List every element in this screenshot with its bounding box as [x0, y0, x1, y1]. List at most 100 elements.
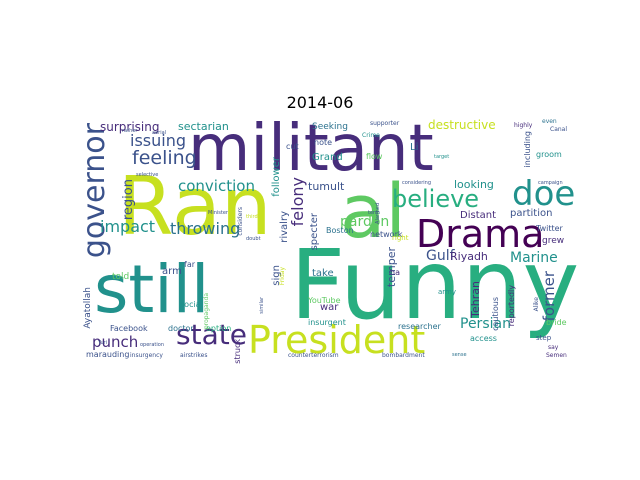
word-surprising: surprising: [100, 120, 160, 134]
word-rather: rather: [122, 128, 138, 134]
word-say: say: [548, 344, 559, 351]
word-twitter: Twitter: [536, 224, 563, 233]
word-doe: doe: [512, 174, 576, 214]
word-cautious: cautious: [491, 297, 500, 331]
word-term: term: [368, 210, 380, 216]
word-grew: grew: [542, 236, 565, 246]
word-aerial: aerial: [152, 130, 167, 136]
word-counterterrorism: counterterrorism: [288, 352, 339, 359]
word-struck: struck: [233, 339, 242, 364]
word-cut: cut: [286, 142, 299, 151]
word-operation: operation: [140, 342, 165, 348]
word-semen: Semen: [546, 352, 567, 359]
word-felony: felony: [288, 177, 307, 227]
word-issuing: issuing: [130, 131, 186, 150]
word-supporter: supporter: [370, 120, 400, 127]
word-funny: Funny: [290, 229, 580, 341]
word-take: take: [312, 268, 334, 279]
word-facebook: Facebook: [110, 324, 148, 333]
word-insurgent: insurgent: [308, 318, 346, 327]
word-third: third: [246, 214, 258, 220]
word-reportedly: reportedly: [507, 285, 516, 327]
word-ran: Ran: [118, 160, 272, 253]
word-impact: impact: [100, 217, 156, 236]
word-looking: looking: [454, 178, 494, 191]
word-li: Li: [410, 142, 419, 153]
word-president: President: [248, 318, 426, 362]
word-airstrikes: airstrikes: [180, 352, 208, 359]
word-drama: Drama: [416, 212, 545, 256]
word-right: right: [392, 234, 409, 242]
word-minister: Minister: [208, 210, 228, 216]
word-bride: bride: [546, 318, 567, 327]
word-canal: Canal: [550, 126, 568, 133]
word-believe: believe: [392, 185, 480, 213]
word-specter: specter: [309, 213, 320, 251]
word-crime: Crime: [362, 132, 380, 139]
word-insurgency: insurgency: [130, 352, 163, 359]
word-grand: Grand: [312, 152, 343, 163]
word-highly: highly: [514, 122, 533, 129]
word-groom: groom: [536, 150, 562, 159]
word-al: al: [340, 169, 406, 255]
word-punch: punch: [92, 333, 139, 351]
word-partition: partition: [510, 208, 553, 219]
word-still: still: [94, 251, 210, 328]
word-doctor: doctor: [168, 324, 194, 333]
word-flow: flow: [366, 152, 383, 161]
word-boston: Boston: [326, 226, 354, 235]
word-rivalry: rivalry: [279, 211, 290, 243]
word-seeking: Seeking: [312, 122, 348, 132]
word-riyadh: Riyadh: [450, 250, 488, 263]
word-doubt: doubt: [246, 236, 261, 242]
word-throwing: throwing: [170, 219, 241, 238]
word-ha: ha: [390, 268, 400, 277]
word-step: step: [536, 334, 552, 342]
word-social: social: [180, 300, 203, 309]
word-told: told: [112, 272, 130, 282]
word-even: even: [542, 118, 557, 125]
word-alarmed: Alarmed: [375, 203, 381, 224]
word-note: note: [314, 138, 333, 147]
word-option: option: [206, 324, 232, 333]
word-distant: Distant: [460, 210, 496, 221]
word-arm: arm: [162, 266, 182, 277]
word-tumult: tumult: [308, 180, 345, 193]
word-considering: considering: [402, 180, 432, 186]
word-state: state: [176, 318, 247, 351]
word-considers: considers: [237, 207, 244, 236]
word-researcher: researcher: [398, 322, 441, 331]
word-marine: Marine: [510, 250, 558, 266]
word-destructive: destructive: [428, 118, 496, 132]
word-cloud: militant Ran al Funny still Drama Presid…: [77, 112, 579, 364]
word-alike: Alike: [533, 297, 540, 312]
word-pardon: pardon: [340, 214, 390, 230]
word-persian: Persian: [460, 316, 511, 332]
word-similar: similar: [259, 297, 265, 314]
word-network: network: [370, 230, 403, 239]
word-sectarian: sectarian: [178, 120, 229, 133]
word-including: including: [523, 131, 532, 168]
word-follower: follower: [271, 157, 282, 197]
word-yuri: Yuri: [98, 340, 108, 346]
word-feeling: feeling: [132, 147, 197, 169]
word-bombardment: bombardment: [382, 352, 425, 359]
word-youtube: YouTube: [308, 296, 341, 305]
word-governor: governor: [77, 123, 112, 259]
word-friday: Friday: [279, 267, 286, 286]
word-region: region: [121, 179, 136, 221]
word-propaganda: propaganda: [203, 293, 210, 330]
word-army: army: [438, 288, 457, 296]
word-campaign: campaign: [538, 180, 563, 186]
word-militant: militant: [188, 112, 434, 186]
word-marauding: marauding: [86, 350, 130, 359]
word-conviction: conviction: [178, 177, 255, 195]
word-selective: selective: [136, 172, 159, 178]
word-war: war: [320, 302, 339, 313]
word-target: target: [434, 154, 450, 160]
word-access: access: [470, 334, 497, 343]
word-sense: sense: [452, 352, 467, 358]
word-far: far: [184, 260, 196, 269]
word-tehran: Tehran: [469, 281, 482, 318]
